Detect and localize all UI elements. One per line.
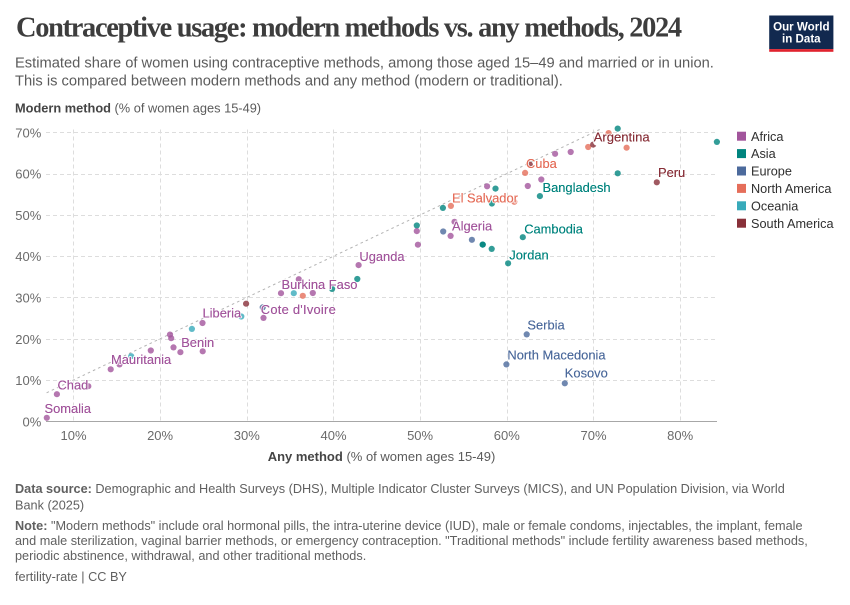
svg-text:South America: South America [751,217,834,231]
svg-text:50%: 50% [15,208,41,223]
svg-text:Cote d'Ivoire: Cote d'Ivoire [261,302,336,317]
svg-text:Africa: Africa [751,130,784,144]
svg-text:40%: 40% [15,249,41,264]
svg-text:Uganda: Uganda [359,249,405,264]
svg-text:Cuba: Cuba [526,156,558,171]
svg-text:and male sterilization, vagina: and male sterilization, vaginal barrier … [15,534,808,548]
svg-text:Somalia: Somalia [45,401,92,416]
svg-text:North America: North America [751,182,832,196]
svg-text:30%: 30% [15,291,41,306]
svg-text:Algeria: Algeria [452,219,493,234]
svg-text:10%: 10% [60,428,86,443]
svg-text:Argentina: Argentina [594,130,651,145]
svg-text:10%: 10% [15,373,41,388]
svg-text:North Macedonia: North Macedonia [507,348,606,363]
svg-text:periodic abstinence, withdrawa: periodic abstinence, withdrawal, and oth… [15,549,366,563]
svg-text:Peru: Peru [658,165,685,180]
svg-text:Note: "Modern methods" include: Note: "Modern methods" include oral horm… [15,519,803,533]
svg-text:40%: 40% [320,428,346,443]
svg-text:Cote d'Ivoire: Cote d'Ivoire [261,302,336,317]
svg-text:Kosovo: Kosovo [565,366,608,381]
svg-text:El Salvador: El Salvador [452,190,519,205]
svg-text:Uganda: Uganda [359,249,405,264]
svg-text:Chad: Chad [58,378,89,393]
svg-text:Serbia: Serbia [527,317,565,332]
svg-text:Liberia: Liberia [203,306,243,321]
svg-text:30%: 30% [234,428,260,443]
svg-text:Chad: Chad [58,378,89,393]
svg-text:North Macedonia: North Macedonia [507,348,606,363]
svg-text:El Salvador: El Salvador [452,190,519,205]
svg-text:Kosovo: Kosovo [565,366,608,381]
svg-text:20%: 20% [147,428,173,443]
svg-text:Bangladesh: Bangladesh [543,180,611,195]
svg-text:fertility-rate | CC BY: fertility-rate | CC BY [15,570,127,584]
svg-text:20%: 20% [15,332,41,347]
svg-text:50%: 50% [407,428,433,443]
svg-text:in Data: in Data [782,33,821,46]
svg-text:80%: 80% [667,428,693,443]
svg-text:Cambodia: Cambodia [524,222,584,237]
svg-text:0%: 0% [23,414,42,429]
svg-text:Estimated share of women using: Estimated share of women using contracep… [15,56,714,72]
svg-text:Modern method (% of women ages: Modern method (% of women ages 15-49) [15,101,261,116]
svg-text:Asia: Asia [751,147,777,161]
svg-text:60%: 60% [15,167,41,182]
svg-text:Algeria: Algeria [452,219,493,234]
svg-text:This is compared between moder: This is compared between modern methods … [15,73,563,89]
svg-text:Liberia: Liberia [203,306,243,321]
svg-text:Contraceptive usage: modern me: Contraceptive usage: modern methods vs. … [16,13,682,44]
svg-text:Cambodia: Cambodia [524,222,584,237]
svg-text:Mauritania: Mauritania [111,352,172,367]
svg-text:70%: 70% [580,428,606,443]
svg-text:Any method (% of women ages 15: Any method (% of women ages 15-49) [268,449,496,464]
svg-text:Peru: Peru [658,165,685,180]
svg-text:Bank (2025): Bank (2025) [15,499,84,513]
svg-text:60%: 60% [494,428,520,443]
svg-text:Benin: Benin [181,335,214,350]
svg-text:Somalia: Somalia [45,401,92,416]
svg-text:Europe: Europe [751,165,792,179]
svg-text:Bangladesh: Bangladesh [543,180,611,195]
svg-text:Argentina: Argentina [594,130,651,145]
svg-text:Data source: Demographic and H: Data source: Demographic and Health Surv… [15,482,785,496]
svg-text:Burkina Faso: Burkina Faso [282,277,358,292]
svg-text:Oceania: Oceania [751,199,799,213]
svg-text:Mauritania: Mauritania [111,352,172,367]
svg-text:Cuba: Cuba [526,156,558,171]
svg-text:Benin: Benin [181,335,214,350]
svg-text:Our World: Our World [773,20,829,33]
svg-text:Jordan: Jordan [509,248,548,263]
svg-text:Serbia: Serbia [527,317,565,332]
svg-text:Jordan: Jordan [509,248,548,263]
svg-text:Burkina Faso: Burkina Faso [282,277,358,292]
svg-text:70%: 70% [15,125,41,140]
